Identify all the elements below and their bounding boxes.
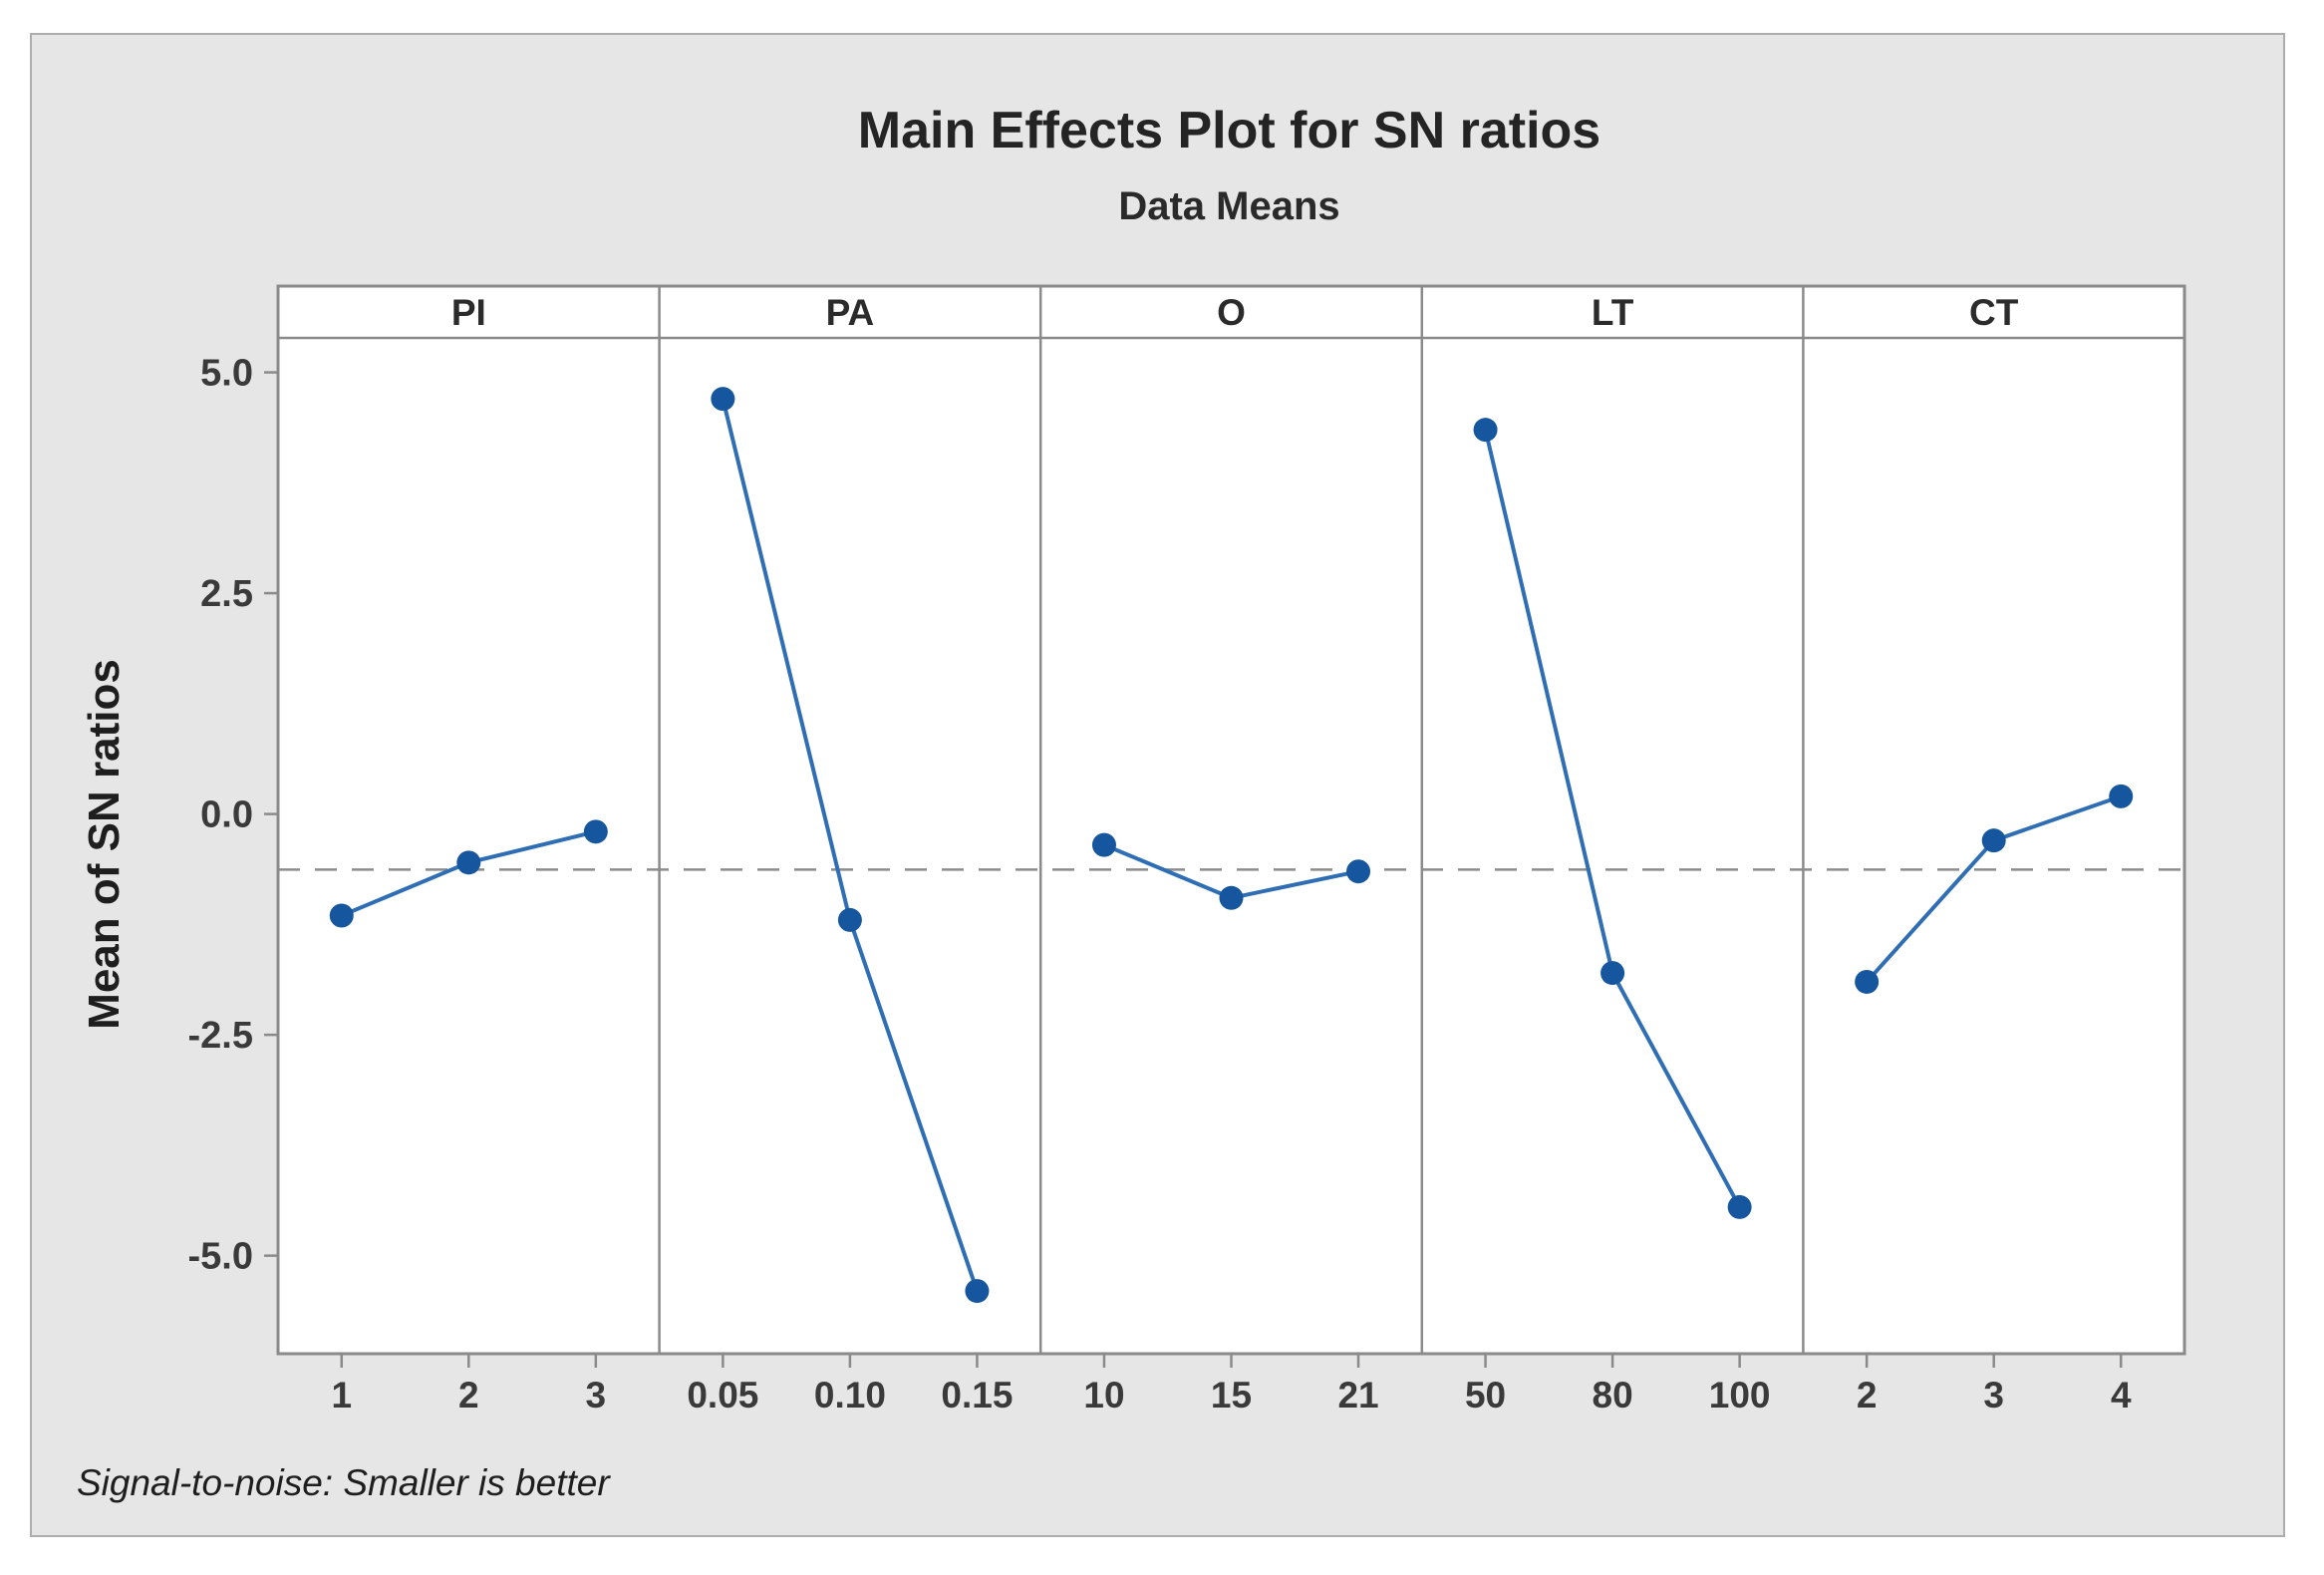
x-tick-label: 4: [2111, 1375, 2132, 1416]
chart-footnote: Signal-to-noise: Smaller is better: [77, 1462, 610, 1503]
data-point-lt-50: [1473, 418, 1498, 443]
panel-header-label-o: O: [1217, 292, 1246, 333]
data-point-o-21: [1346, 859, 1371, 884]
chart-subtitle: Data Means: [1118, 184, 1340, 228]
x-tick-label: 3: [1983, 1375, 2004, 1416]
panel-header-label-lt: LT: [1592, 292, 1634, 333]
panel-header-label-pa: PA: [826, 292, 875, 333]
graph-canvas: Main Effects Plot for SN ratios Data Mea…: [30, 33, 2285, 1537]
data-point-ct-2: [1855, 969, 1880, 994]
y-tick-label: 5.0: [200, 353, 253, 395]
panel-header-label-ct: CT: [1969, 292, 2019, 333]
data-point-pi-2: [456, 850, 481, 875]
y-tick-label: 0.0: [200, 794, 253, 836]
x-tick-label: 50: [1465, 1375, 1506, 1416]
x-tick-label: 0.05: [687, 1375, 758, 1416]
main-effects-plot: 1 2 3 PI 0.05 0.10 0.15 PA 10 15 21 O 50 80 100 LT 2 3 4 CT…: [188, 284, 2186, 1416]
data-point-o-10: [1091, 832, 1116, 857]
x-tick-label: 0.15: [941, 1375, 1013, 1416]
data-point-ct-3: [1981, 828, 2006, 853]
x-tick-label: 15: [1211, 1375, 1252, 1416]
data-point-lt-100: [1727, 1194, 1752, 1219]
data-point-pa-0.15: [965, 1279, 990, 1304]
y-tick-label: -2.5: [188, 1015, 253, 1057]
data-point-lt-80: [1600, 961, 1625, 986]
x-tick-label: 10: [1083, 1375, 1124, 1416]
x-tick-label: 2: [1857, 1375, 1878, 1416]
x-tick-label: 21: [1337, 1375, 1378, 1416]
data-point-pa-0.10: [837, 907, 862, 932]
x-tick-label: 3: [586, 1375, 607, 1416]
plot-frame: [276, 284, 2186, 1356]
plot-background: [278, 286, 2184, 1354]
data-point-ct-4: [2109, 784, 2134, 808]
x-tick-label: 0.10: [814, 1375, 886, 1416]
chart-title: Main Effects Plot for SN ratios: [857, 102, 1601, 159]
data-point-o-15: [1219, 885, 1244, 910]
x-tick-label: 1: [331, 1375, 352, 1416]
y-tick-label: 2.5: [200, 573, 253, 615]
x-tick-label: 80: [1593, 1375, 1633, 1416]
panel-header-label-pi: PI: [451, 292, 486, 333]
x-tick-label: 2: [458, 1375, 479, 1416]
data-point-pi-3: [583, 819, 608, 844]
y-tick-label: -5.0: [188, 1236, 253, 1278]
x-tick-label: 100: [1709, 1375, 1771, 1416]
data-point-pi-1: [329, 903, 354, 928]
data-point-pa-0.05: [711, 387, 735, 412]
